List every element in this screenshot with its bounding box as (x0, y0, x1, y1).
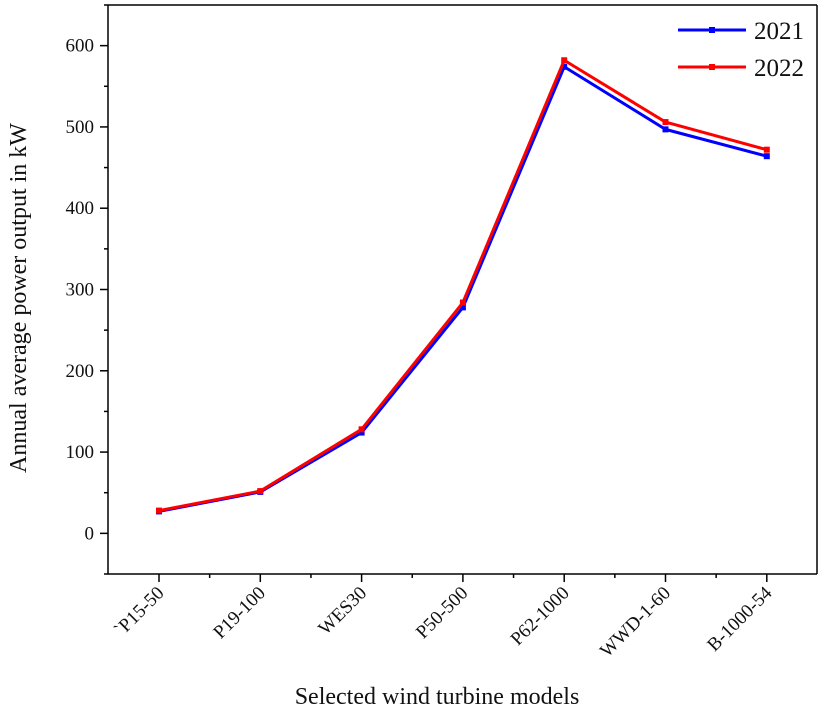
legend: 2021 2022 (678, 18, 804, 82)
data-point-2021 (561, 63, 568, 70)
data-point-2022 (257, 488, 264, 495)
data-point-2022 (561, 57, 568, 64)
data-point-2021 (459, 304, 466, 311)
y-tick-label: 600 (66, 36, 95, 57)
x-axis-title: Selected wind turbine models (295, 684, 580, 710)
y-axis-ticks: 0 100 200 300 400 500 600 (66, 4, 108, 575)
data-point-2021 (358, 429, 365, 436)
plot-frame (107, 4, 818, 575)
x-tick-label: `P15-50 (110, 583, 168, 641)
data-point-2022 (763, 146, 770, 153)
legend-label-2021: 2021 (754, 18, 804, 45)
y-tick-label: 0 (85, 523, 95, 544)
y-tick-label: 100 (66, 442, 95, 463)
series-layer (156, 57, 770, 515)
x-tick-label: P19-100 (209, 583, 269, 643)
x-axis-ticks: `P15-50 P19-100 WES30 P50-500 P62-1000 WWD-1-… (110, 574, 777, 662)
x-tick-label: WES30 (314, 583, 371, 640)
x-tick-label: P50-500 (412, 583, 472, 643)
data-point-2022 (459, 299, 466, 306)
data-point-2022 (156, 507, 162, 514)
y-axis-title: Annual average power output in kW (6, 123, 32, 473)
y-tick-label: 200 (66, 361, 95, 382)
legend-marker-2021 (709, 27, 715, 33)
x-tick-label: WWD-1-60 (596, 583, 675, 662)
y-tick-label: 500 (66, 117, 95, 138)
series-line-2022 (158, 58, 768, 513)
y-tick-label: 400 (66, 198, 95, 219)
legend-marker-2022 (709, 64, 715, 70)
data-point-2021 (763, 153, 770, 160)
legend-label-2022: 2022 (754, 55, 804, 82)
data-point-2022 (358, 426, 365, 433)
x-tick-label: P62-1000 (507, 583, 574, 650)
data-point-2021 (662, 126, 669, 133)
series-line-2021 (158, 65, 768, 513)
x-tick-label: B-1000-54 (703, 582, 776, 655)
data-point-2022 (662, 119, 669, 126)
y-tick-label: 300 (66, 280, 95, 301)
